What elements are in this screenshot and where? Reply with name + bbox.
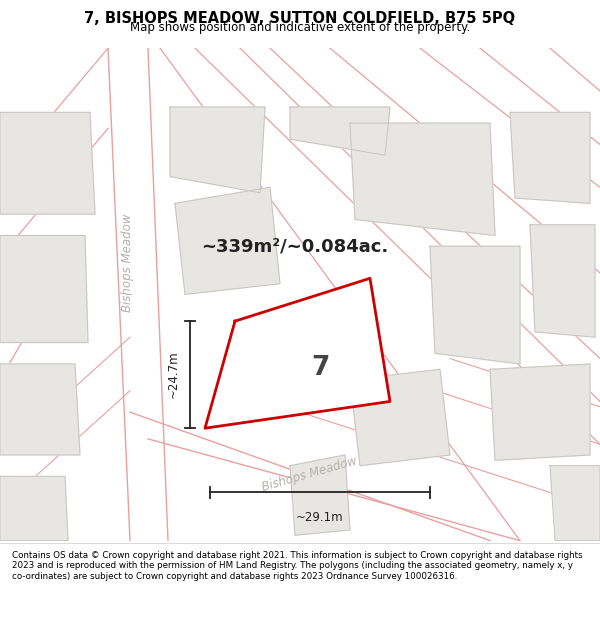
Text: Contains OS data © Crown copyright and database right 2021. This information is : Contains OS data © Crown copyright and d… — [12, 551, 583, 581]
Text: Bishops Meadow: Bishops Meadow — [261, 454, 359, 494]
Polygon shape — [350, 369, 450, 466]
Polygon shape — [430, 246, 520, 364]
Polygon shape — [290, 107, 390, 155]
Text: 7, BISHOPS MEADOW, SUTTON COLDFIELD, B75 5PQ: 7, BISHOPS MEADOW, SUTTON COLDFIELD, B75… — [85, 11, 515, 26]
Polygon shape — [530, 225, 595, 338]
Text: ~339m²/~0.084ac.: ~339m²/~0.084ac. — [202, 238, 389, 255]
Polygon shape — [0, 476, 68, 541]
Polygon shape — [350, 123, 495, 236]
Text: Map shows position and indicative extent of the property.: Map shows position and indicative extent… — [130, 21, 470, 34]
Polygon shape — [490, 364, 590, 461]
Polygon shape — [290, 455, 350, 535]
Text: 7: 7 — [311, 355, 329, 381]
Text: ~29.1m: ~29.1m — [296, 511, 344, 524]
Polygon shape — [205, 278, 390, 428]
Polygon shape — [510, 112, 590, 203]
Text: Bishops Meadow: Bishops Meadow — [121, 213, 134, 311]
Polygon shape — [175, 188, 280, 294]
Polygon shape — [170, 107, 265, 192]
Polygon shape — [550, 466, 600, 541]
Text: #b0aaaa: #b0aaaa — [127, 294, 133, 295]
Polygon shape — [0, 364, 80, 455]
Polygon shape — [0, 236, 88, 342]
Polygon shape — [0, 112, 95, 214]
Text: ~24.7m: ~24.7m — [167, 351, 180, 399]
